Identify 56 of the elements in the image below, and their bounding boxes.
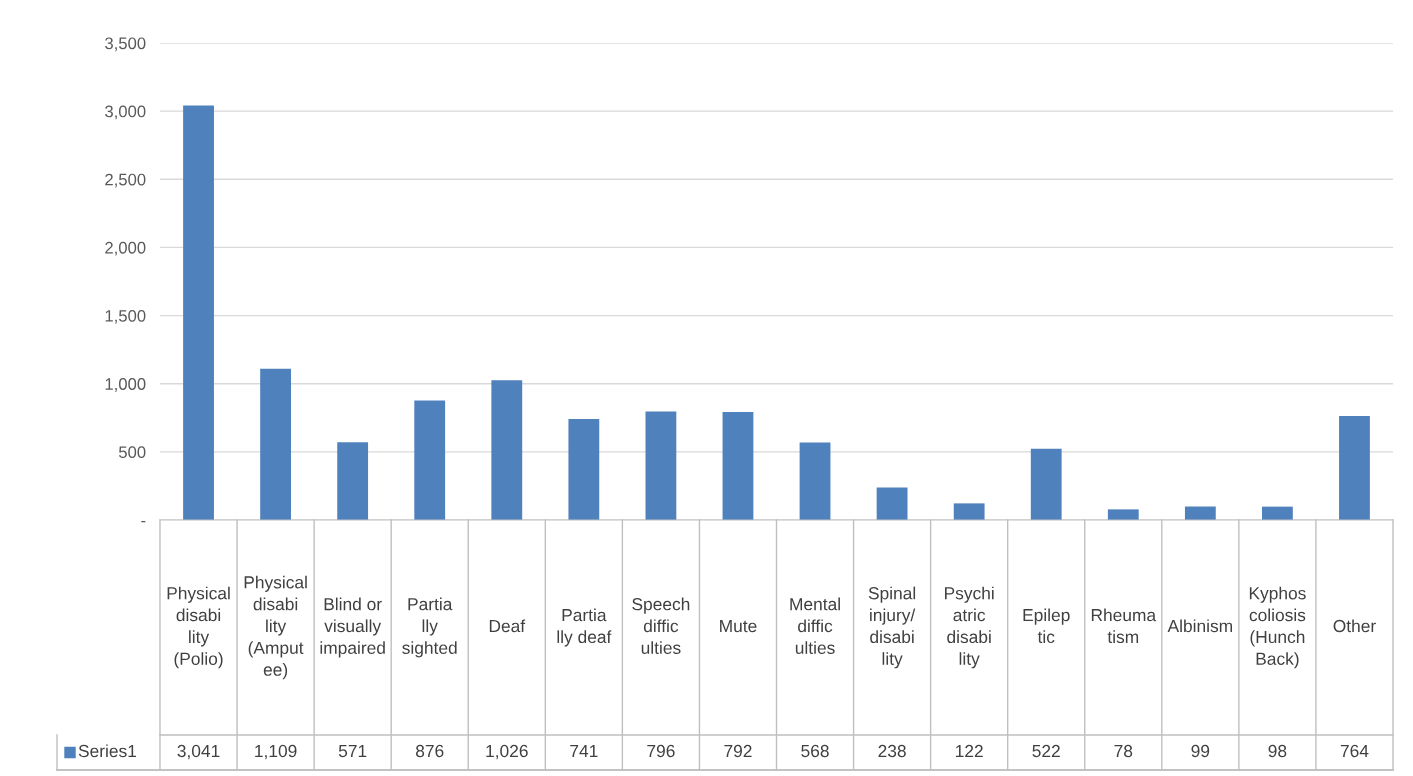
x-tick-label: Epileptic xyxy=(1023,608,1070,644)
data-label: 98 xyxy=(1268,744,1287,758)
data-label: 99 xyxy=(1191,744,1210,758)
x-tick-label: Speech difficulties xyxy=(632,597,690,655)
data-label: 1,109 xyxy=(255,744,297,760)
bar xyxy=(414,400,446,520)
y-tick-label: - xyxy=(141,520,146,523)
data-label: 78 xyxy=(1114,744,1133,758)
x-tick-label: Partially sighted xyxy=(402,597,457,658)
bar xyxy=(183,105,214,520)
x-tick-label: Physical disability (Amputee) xyxy=(244,575,307,680)
data-label: 1,026 xyxy=(486,744,528,760)
bar xyxy=(876,487,908,520)
y-tick-label: 500 xyxy=(118,446,146,459)
bar xyxy=(337,442,369,520)
bar xyxy=(799,442,831,520)
data-label: 796 xyxy=(647,744,675,758)
data-label: 122 xyxy=(956,744,983,757)
x-tick-label: Spinal injury/ disability xyxy=(868,586,916,669)
data-label: 522 xyxy=(1032,744,1060,758)
data-label: 3,041 xyxy=(177,744,220,760)
y-tick-label: 1,000 xyxy=(105,378,146,392)
data-label: 876 xyxy=(415,744,444,758)
bar xyxy=(568,419,600,520)
x-tick-label: Rheumatism xyxy=(1091,608,1157,644)
x-tick-label: Kyphoscoliosis (Hunch Back) xyxy=(1249,586,1306,669)
data-label: 571 xyxy=(338,745,367,758)
x-tick-label: Physical disability (Polio) xyxy=(167,586,230,669)
y-tick-label: 1,500 xyxy=(105,309,146,324)
x-tick-label: Blind or visually impaired xyxy=(320,597,385,658)
y-tick-label: 2,000 xyxy=(105,241,146,256)
bar xyxy=(953,503,985,520)
bar xyxy=(491,380,523,520)
bar xyxy=(1107,509,1139,520)
data-label: 238 xyxy=(878,744,906,758)
y-tick-label: 2,500 xyxy=(105,173,146,188)
x-tick-label: Other xyxy=(1333,619,1376,633)
bar xyxy=(1030,448,1062,520)
y-tick-label: 3,000 xyxy=(105,105,146,120)
data-label: 792 xyxy=(724,744,752,758)
data-label: 741 xyxy=(570,745,598,757)
x-tick-label: Psychiatric disability xyxy=(945,586,994,669)
x-tick-label: Albinism xyxy=(1167,619,1232,633)
bar xyxy=(1339,415,1370,520)
y-tick-label: 3,500 xyxy=(105,37,146,52)
bar xyxy=(722,412,754,520)
data-label: 764 xyxy=(1340,744,1369,758)
data-label: 568 xyxy=(801,744,829,758)
x-tick-label: Deaf xyxy=(489,619,526,633)
x-tick-label: Mental difficulties xyxy=(790,597,840,655)
bar xyxy=(645,411,677,520)
x-tick-label: Partially deaf xyxy=(557,608,612,647)
bar xyxy=(260,368,292,520)
x-tick-label: Mute xyxy=(720,620,757,633)
legend-label: Series1 xyxy=(78,744,137,758)
bar xyxy=(1261,506,1293,520)
